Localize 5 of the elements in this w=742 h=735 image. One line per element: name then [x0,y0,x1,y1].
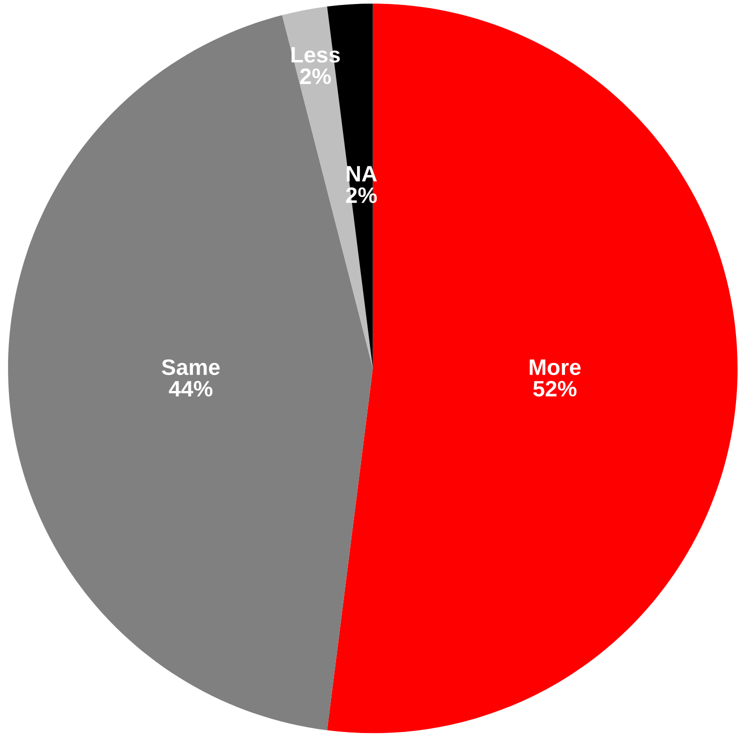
data-label: 52% [533,380,576,397]
slice-label: Same [162,359,220,376]
slice-label: More [530,360,581,376]
data-label: 44% [168,380,212,397]
data-label: 2% [300,68,331,84]
